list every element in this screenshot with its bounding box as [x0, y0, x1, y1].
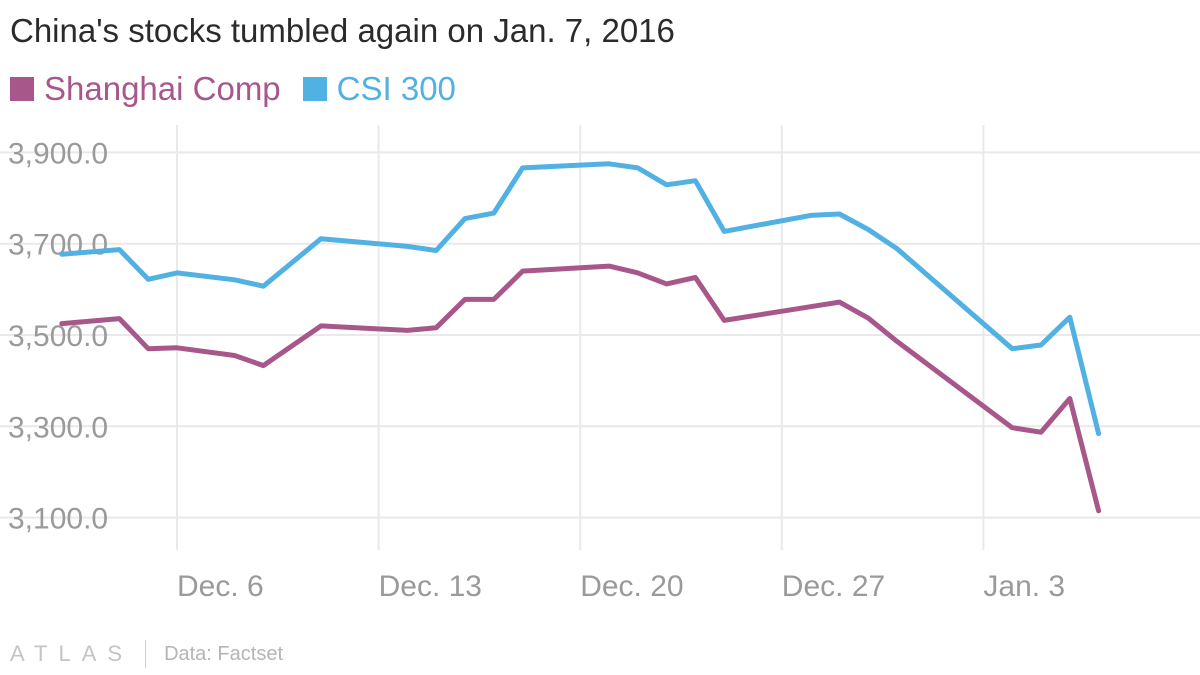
atlas-logo: ATLAS	[10, 641, 134, 666]
x-tick-label: Dec. 13	[379, 570, 482, 603]
y-tick-label: 3,900.0	[8, 137, 108, 170]
legend-item-csi300: CSI 300	[302, 70, 456, 108]
legend-label-csi300: CSI 300	[336, 70, 456, 107]
x-tick-label: Jan. 3	[983, 570, 1065, 603]
y-tick-label: 3,300.0	[8, 411, 108, 444]
legend: Shanghai Comp CSI 300	[10, 70, 456, 108]
source-note: Data: Factset	[164, 642, 283, 665]
series-line-shanghai	[59, 263, 1102, 514]
footer: ATLAS Data: Factset	[10, 640, 283, 668]
y-tick-label: 3,100.0	[8, 503, 108, 536]
x-tick-label: Dec. 27	[782, 570, 885, 603]
legend-item-shanghai: Shanghai Comp	[10, 70, 281, 108]
y-tick-label: 3,700.0	[8, 229, 108, 262]
y-tick-label: 3,500.0	[8, 320, 108, 353]
legend-swatch-shanghai	[10, 77, 34, 101]
legend-swatch-csi300	[302, 77, 327, 101]
chart-title: China's stocks tumbled again on Jan. 7, …	[10, 12, 675, 49]
x-tick-label: Dec. 20	[580, 570, 683, 603]
x-tick-label: Dec. 6	[177, 570, 264, 603]
footer-divider	[145, 640, 147, 668]
legend-label-shanghai: Shanghai Comp	[44, 70, 281, 107]
series-line-csi300	[59, 161, 1102, 437]
